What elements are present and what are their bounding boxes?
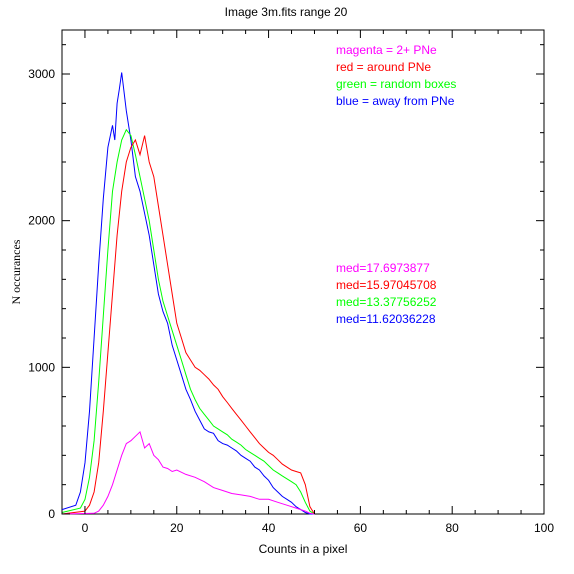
legend-entry-1: red = around PNe [336,60,431,74]
median-labels: med=17.6973877 med=15.97045708 med=13.3775… [336,261,437,326]
x-tick-label: 40 [262,521,276,535]
series-line-0 [61,72,315,515]
legend-entry-3: blue = away from PNe [336,94,455,108]
series-line-1 [61,128,315,515]
x-tick-label: 20 [170,521,184,535]
series-line-2 [61,135,315,515]
legend-entry-0: magenta = 2+ PNe [336,43,437,57]
x-tick-label: 60 [354,521,368,535]
legend: magenta = 2+ PNe red = around PNe green = … [336,43,456,108]
y-axis-label: N occurances [9,239,23,304]
median-label-1: med=15.97045708 [336,278,437,292]
median-label-2: med=13.37756252 [336,295,437,309]
legend-entry-2: green = random boxes [336,77,456,91]
x-axis-label: Counts in a pixel [259,542,348,556]
x-tick-label: 100 [534,521,554,535]
plot-frame [61,29,545,515]
y-tick-label: 0 [48,507,55,521]
series-layer [61,72,315,515]
y-tick-label: 3000 [28,67,55,81]
x-tick-label: 0 [82,521,89,535]
chart-title: Image 3m.fits range 20 [225,5,348,19]
x-tick-label: 80 [446,521,460,535]
y-tick-label: 2000 [28,214,55,228]
median-label-3: med=11.62036228 [336,312,436,326]
y-tick-label: 1000 [28,360,55,374]
median-label-0: med=17.6973877 [336,261,430,275]
series-line-3 [61,430,315,515]
